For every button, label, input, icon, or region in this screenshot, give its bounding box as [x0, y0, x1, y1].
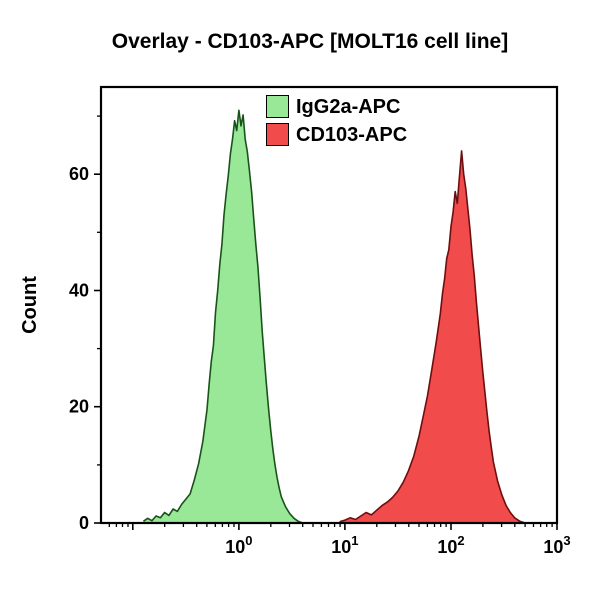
legend-swatch-red [266, 123, 289, 146]
legend-swatch-green [266, 95, 289, 118]
x-tick-label: 101 [331, 533, 358, 557]
chart-plot-area: 100 101 102 103 0 20 40 60 [69, 85, 571, 557]
y-tick-label: 40 [69, 281, 89, 301]
x-tick-label: 103 [543, 533, 570, 557]
series-area-1 [339, 150, 526, 523]
y-tick-label: 20 [69, 397, 89, 417]
series-outline-0 [142, 109, 303, 524]
y-axis-label: Count [19, 276, 41, 334]
legend-label-igg2a: IgG2a-APC [296, 95, 401, 118]
plot-frame [99, 85, 559, 525]
legend-label-cd103: CD103-APC [296, 123, 408, 146]
chart-title: Overlay - CD103-APC [MOLT16 cell line] [111, 30, 509, 53]
legend: IgG2a-APC CD103-APC [266, 95, 407, 146]
y-tick-label: 0 [79, 513, 89, 533]
legend-entry-cd103: CD103-APC [266, 123, 407, 146]
x-tick-label: 100 [225, 533, 252, 557]
series-area-0 [143, 110, 303, 524]
y-tick-label: 60 [69, 164, 89, 184]
legend-entry-igg2a: IgG2a-APC [266, 95, 407, 118]
series-outline-1 [339, 150, 526, 524]
x-tick-label: 102 [437, 533, 464, 557]
